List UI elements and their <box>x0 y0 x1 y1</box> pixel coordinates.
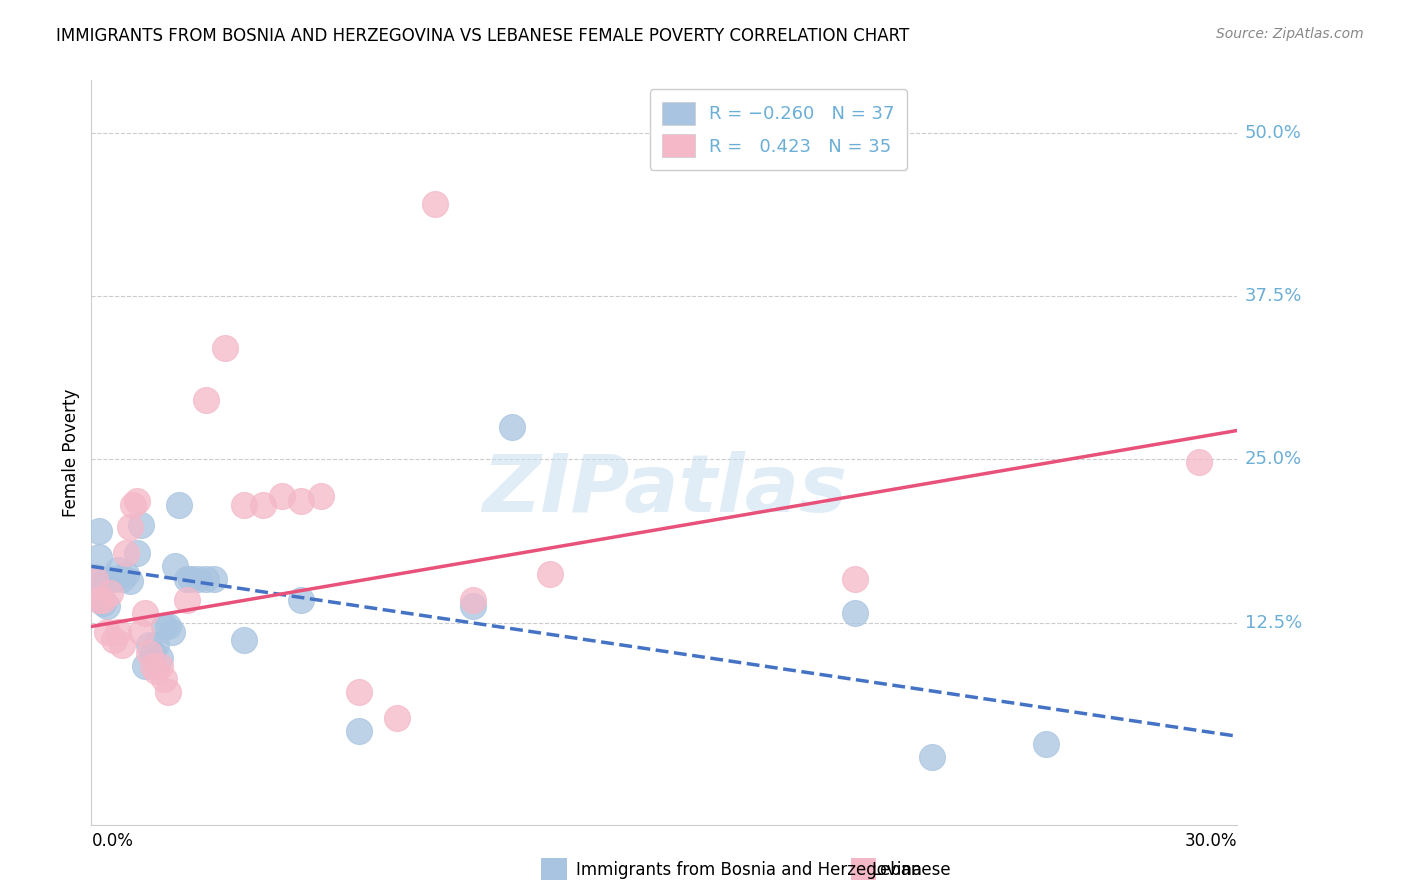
Point <box>176 593 198 607</box>
Point <box>100 585 122 599</box>
Point <box>160 624 183 639</box>
Point <box>202 573 225 587</box>
Point <box>423 197 446 211</box>
Point <box>156 685 179 699</box>
Legend: R = −0.260   N = 37, R =   0.423   N = 35: R = −0.260 N = 37, R = 0.423 N = 35 <box>650 89 907 170</box>
Point <box>501 419 523 434</box>
Point <box>347 724 370 739</box>
Point <box>96 599 118 613</box>
Point <box>176 573 198 587</box>
Point <box>149 658 172 673</box>
Point <box>145 638 167 652</box>
Point <box>233 632 256 647</box>
Point <box>107 624 129 639</box>
Text: 12.5%: 12.5% <box>1244 614 1302 632</box>
Point <box>91 593 114 607</box>
Point <box>233 498 256 512</box>
Point <box>153 619 176 633</box>
Point <box>87 550 110 565</box>
Point <box>290 593 312 607</box>
Point <box>463 599 485 613</box>
Point <box>111 638 134 652</box>
Point <box>156 619 179 633</box>
Point <box>194 393 217 408</box>
Point <box>100 573 122 587</box>
Point <box>118 574 141 588</box>
Text: 0.0%: 0.0% <box>91 831 134 850</box>
Point <box>84 570 107 584</box>
Point <box>1188 455 1211 469</box>
Point <box>252 498 274 512</box>
Point <box>1035 737 1057 751</box>
Point <box>167 498 190 512</box>
Point <box>141 658 163 673</box>
Text: Lebanese: Lebanese <box>872 861 952 879</box>
Point <box>114 546 136 560</box>
Point <box>844 607 866 621</box>
Point <box>118 520 141 534</box>
Point <box>385 711 408 725</box>
Point <box>127 494 149 508</box>
Point <box>103 573 125 587</box>
Point <box>114 567 136 582</box>
Point <box>194 573 217 587</box>
Text: 37.5%: 37.5% <box>1244 287 1302 305</box>
Point <box>153 672 176 686</box>
Point <box>129 517 152 532</box>
Point <box>134 607 156 621</box>
Point <box>138 638 160 652</box>
Point <box>129 624 152 639</box>
Point <box>844 573 866 587</box>
Point <box>84 573 107 587</box>
Point <box>180 573 202 587</box>
Point <box>87 593 110 607</box>
Point <box>145 664 167 678</box>
Point <box>138 646 160 660</box>
Text: IMMIGRANTS FROM BOSNIA AND HERZEGOVINA VS LEBANESE FEMALE POVERTY CORRELATION CH: IMMIGRANTS FROM BOSNIA AND HERZEGOVINA V… <box>56 27 910 45</box>
Point <box>122 498 145 512</box>
Point <box>91 596 114 610</box>
Point <box>103 632 125 647</box>
Point <box>463 593 485 607</box>
Point <box>127 546 149 560</box>
Text: 30.0%: 30.0% <box>1185 831 1237 850</box>
Point <box>111 573 134 587</box>
Point <box>921 750 943 764</box>
Point <box>107 563 129 577</box>
Text: ZIPatlas: ZIPatlas <box>482 451 846 529</box>
Point <box>149 650 172 665</box>
Point <box>91 576 114 591</box>
Point <box>96 624 118 639</box>
Text: Source: ZipAtlas.com: Source: ZipAtlas.com <box>1216 27 1364 41</box>
Point <box>290 494 312 508</box>
Point <box>214 341 236 355</box>
Point <box>347 685 370 699</box>
Point <box>134 658 156 673</box>
Point <box>87 524 110 538</box>
Y-axis label: Female Poverty: Female Poverty <box>62 389 80 516</box>
Point <box>141 646 163 660</box>
Point <box>165 559 187 574</box>
Text: 25.0%: 25.0% <box>1244 450 1302 468</box>
Text: 50.0%: 50.0% <box>1244 124 1302 142</box>
Point <box>309 489 332 503</box>
Point <box>187 573 209 587</box>
Text: Immigrants from Bosnia and Herzegovina: Immigrants from Bosnia and Herzegovina <box>576 861 922 879</box>
Point <box>538 567 561 582</box>
Point <box>271 489 294 503</box>
